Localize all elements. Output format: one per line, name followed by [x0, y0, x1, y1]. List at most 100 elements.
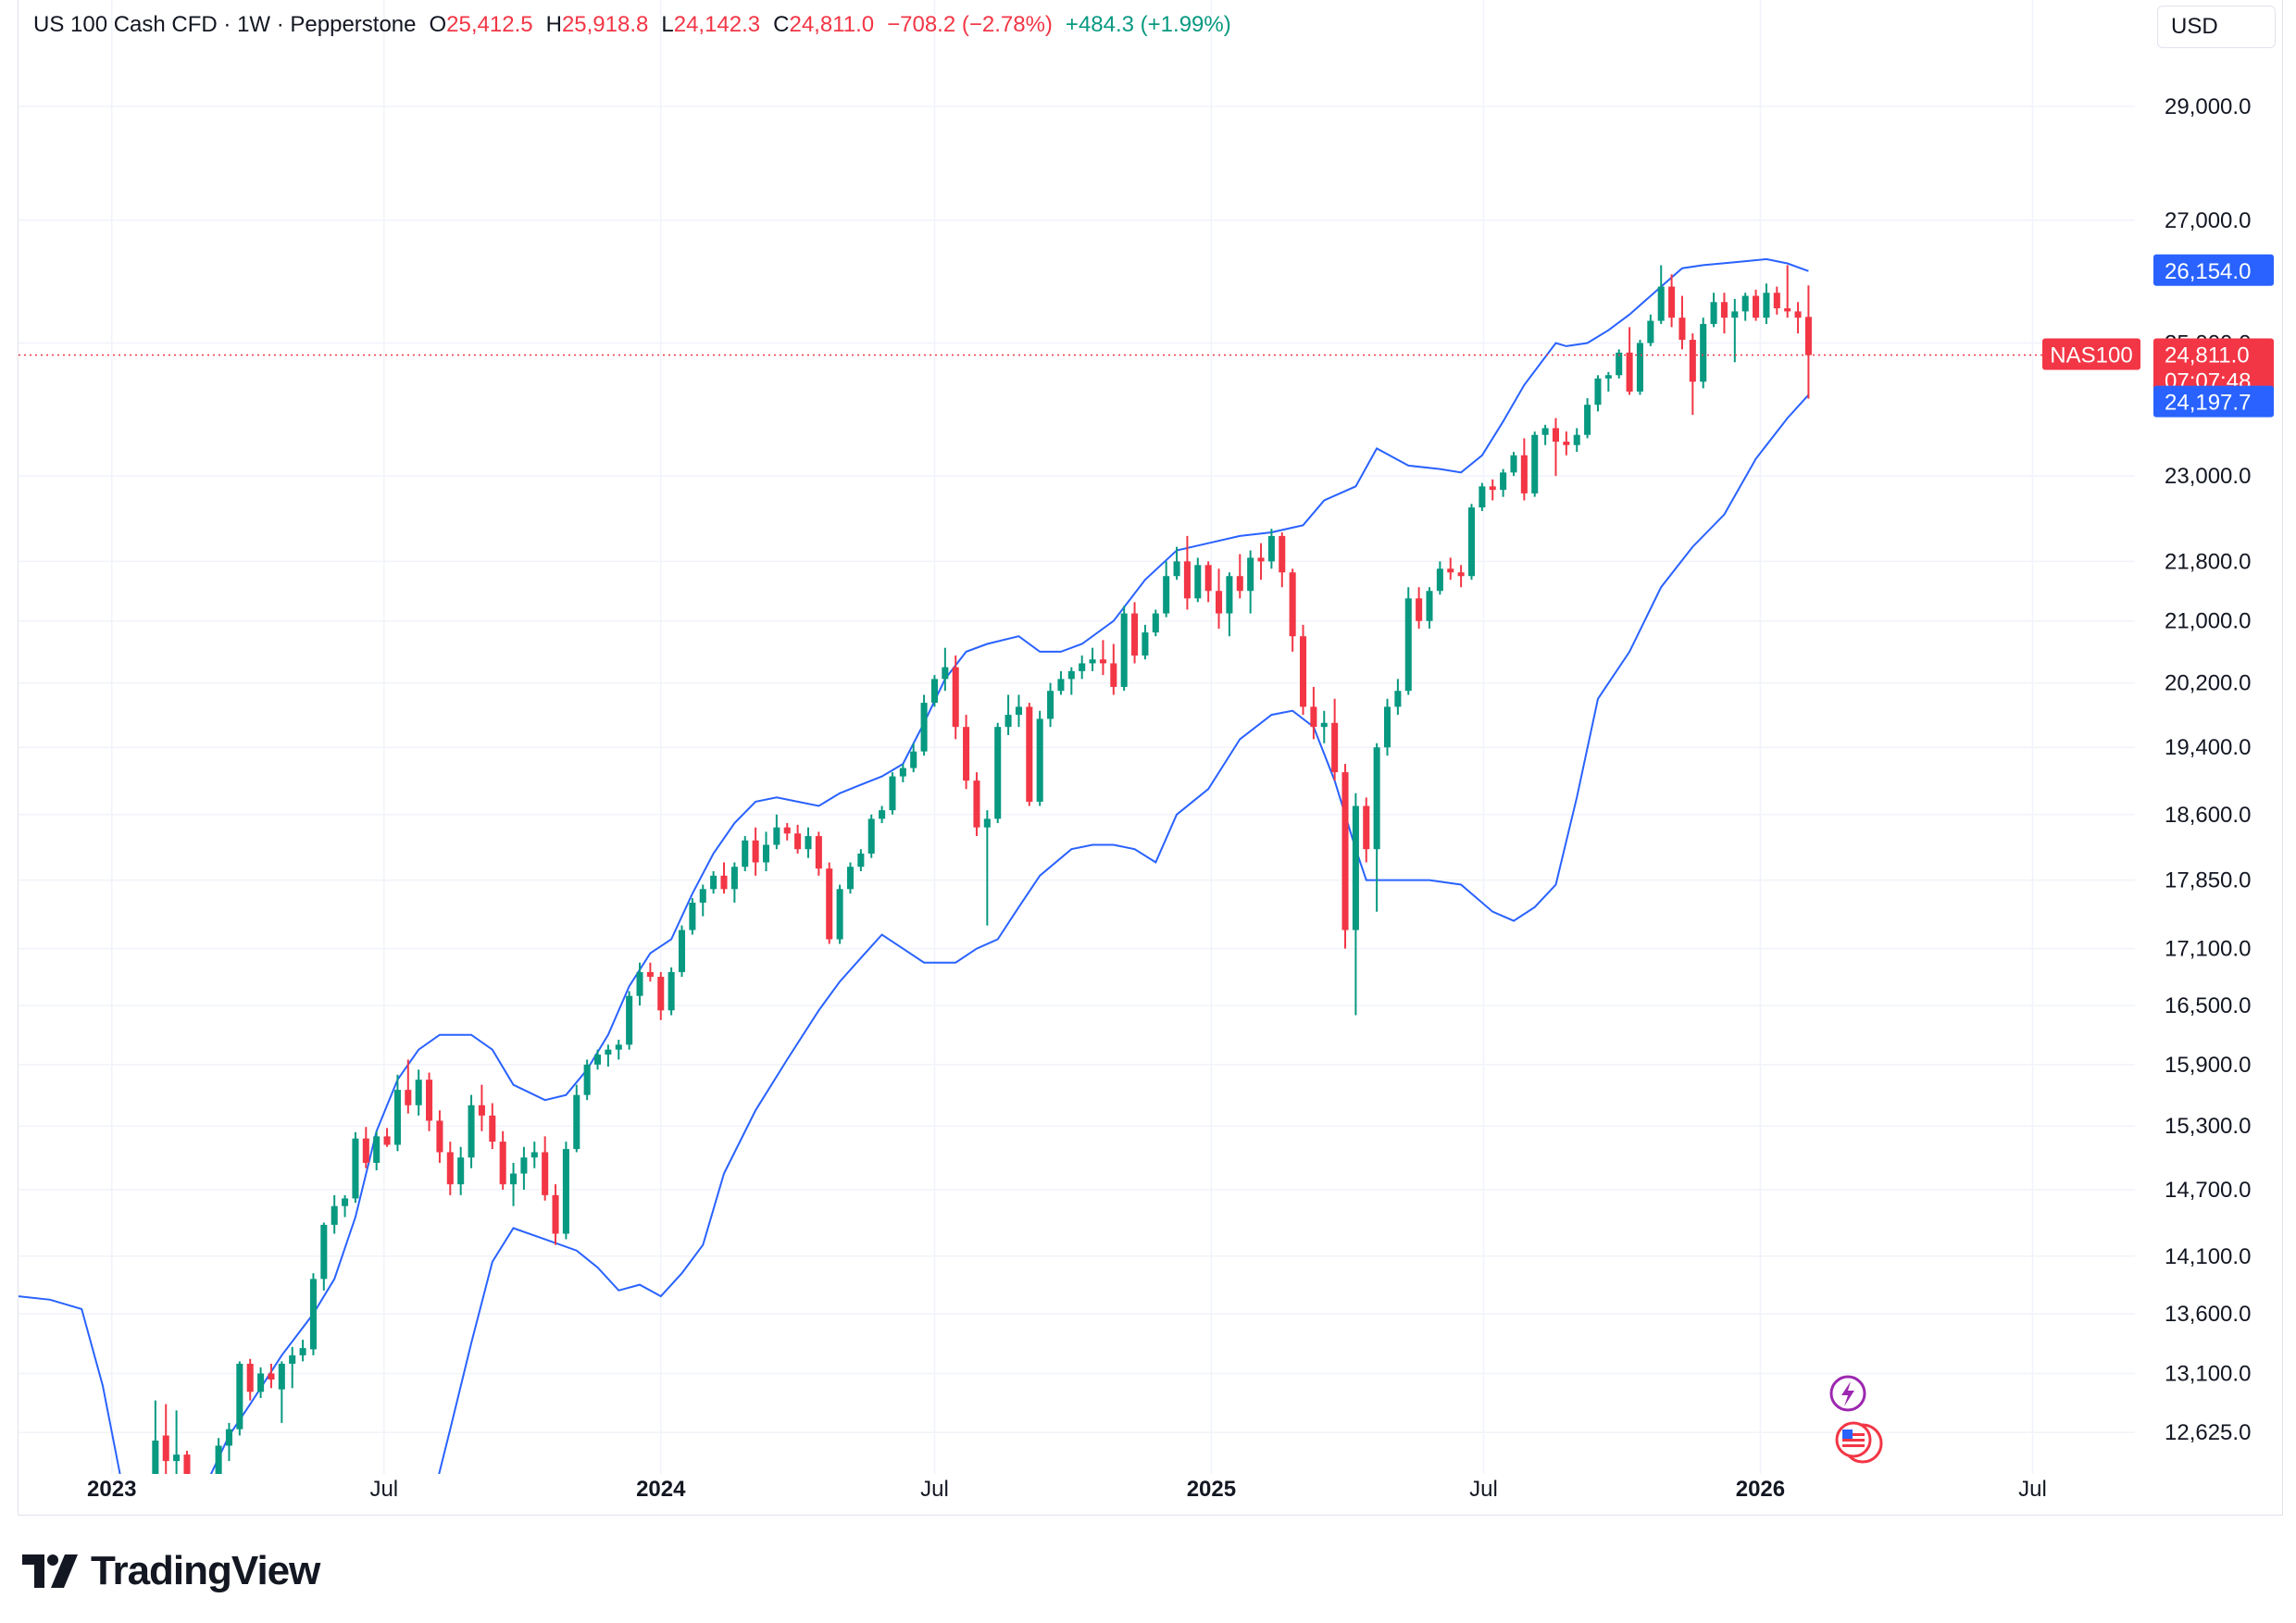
- candle: [846, 862, 855, 894]
- candle-body: [994, 727, 1002, 819]
- candle: [1279, 532, 1286, 588]
- candle-body: [1341, 772, 1349, 930]
- candle-body: [1731, 311, 1739, 318]
- candle: [530, 1142, 538, 1168]
- candle-body: [215, 1445, 222, 1474]
- last-price-value: 24,811.0: [2165, 343, 2250, 368]
- candle: [879, 805, 886, 824]
- candle-body: [1120, 613, 1128, 687]
- candle: [299, 1340, 306, 1362]
- tradingview-logo-icon: [22, 1554, 78, 1588]
- extra-change-value: +484.3 (+1.99%): [1065, 12, 1231, 37]
- candle-body: [752, 840, 759, 863]
- candle-body: [857, 853, 865, 868]
- candle: [836, 884, 843, 944]
- candle-body: [257, 1373, 265, 1392]
- candle-body: [605, 1049, 612, 1055]
- candle-body: [183, 1454, 191, 1474]
- candle: [478, 1084, 485, 1131]
- candle-body: [920, 703, 928, 752]
- candle-body: [352, 1138, 359, 1199]
- candle: [1657, 265, 1665, 324]
- candle-body: [468, 1105, 475, 1158]
- candle: [1616, 349, 1623, 379]
- candle: [225, 1422, 232, 1462]
- candle-body: [1363, 805, 1370, 850]
- candle: [730, 862, 738, 903]
- candle: [1573, 428, 1580, 453]
- candle-body: [593, 1055, 602, 1065]
- candle-body: [889, 776, 896, 811]
- candle: [1320, 710, 1328, 743]
- candle: [1394, 679, 1402, 716]
- candle-body: [1563, 442, 1570, 445]
- candle-body: [762, 844, 770, 863]
- candle: [794, 824, 802, 854]
- candle-body: [1099, 659, 1106, 664]
- candle-body: [1552, 428, 1560, 443]
- time-axis[interactable]: 2023 Jul 2024 Jul 2025 Jul 2026 Jul: [87, 1477, 2047, 1502]
- open-value: 25,412.5: [446, 12, 533, 37]
- price-tick-label: 14,100.0: [2165, 1244, 2251, 1269]
- candle: [983, 810, 991, 926]
- candle: [1689, 333, 1696, 415]
- lower-band-line: [438, 393, 1810, 1474]
- candle: [1004, 694, 1012, 735]
- candle-body: [1383, 706, 1391, 748]
- candle: [626, 991, 633, 1050]
- candle-body: [1173, 561, 1180, 577]
- candle: [1216, 568, 1223, 629]
- lower-band-tag-bg: [2153, 385, 2274, 418]
- candle: [236, 1361, 243, 1436]
- candle-body: [1700, 323, 1707, 382]
- candle-body: [1310, 706, 1317, 728]
- candle: [489, 1103, 496, 1150]
- candle-body: [657, 977, 665, 1011]
- candle: [889, 772, 896, 815]
- us-flag-event-icon[interactable]: [1835, 1421, 1883, 1464]
- price-chart[interactable]: 29,000.027,000.025,000.023,000.021,800.0…: [0, 0, 2296, 1518]
- candle-body: [1163, 576, 1170, 614]
- symbol-title[interactable]: US 100 Cash CFD · 1W · Pepperstone: [33, 12, 417, 37]
- candle: [1710, 293, 1717, 328]
- candle-body: [1004, 715, 1012, 728]
- candle-body: [1416, 598, 1423, 621]
- tradingview-logo[interactable]: TradingView: [22, 1548, 320, 1594]
- candle: [1741, 293, 1749, 321]
- time-tick-label: Jul: [1469, 1477, 1498, 1502]
- candle-body: [1710, 302, 1717, 324]
- candle: [710, 871, 718, 894]
- candle-body: [773, 827, 780, 845]
- candle-body: [1457, 572, 1465, 577]
- price-axis[interactable]: 29,000.027,000.025,000.023,000.021,800.0…: [2165, 94, 2251, 1445]
- candle: [1436, 561, 1443, 595]
- currency-selector[interactable]: USD: [2157, 6, 2276, 48]
- brand-name: TradingView: [91, 1548, 320, 1593]
- candle-body: [1236, 576, 1243, 592]
- candle-body: [236, 1363, 243, 1429]
- candle: [593, 1049, 602, 1070]
- candle: [899, 764, 906, 782]
- candle: [1594, 375, 1602, 412]
- candle-body: [720, 875, 728, 890]
- candle-body: [152, 1440, 159, 1474]
- lightning-event-icon[interactable]: [1829, 1375, 1866, 1412]
- lower-band-tag: 24,197.7: [2153, 385, 2274, 418]
- price-tick-label: 17,850.0: [2165, 868, 2251, 893]
- lower-band-tag-value: 24,197.7: [2165, 391, 2251, 416]
- candle: [1363, 797, 1370, 863]
- candle: [1584, 398, 1591, 439]
- candle: [1247, 550, 1254, 614]
- candle: [268, 1363, 275, 1389]
- candle: [468, 1094, 475, 1168]
- price-tick-label: 21,000.0: [2165, 609, 2251, 634]
- candle: [362, 1127, 369, 1168]
- candle-body: [1773, 293, 1780, 308]
- candle: [1310, 686, 1317, 740]
- candle: [867, 814, 875, 858]
- candle: [142, 1500, 148, 1518]
- candle-body: [699, 889, 706, 903]
- candle: [1331, 698, 1339, 781]
- event-markers[interactable]: [1829, 1375, 1883, 1464]
- symbol-legend[interactable]: US 100 Cash CFD · 1W · Pepperstone O25,41…: [33, 11, 1244, 39]
